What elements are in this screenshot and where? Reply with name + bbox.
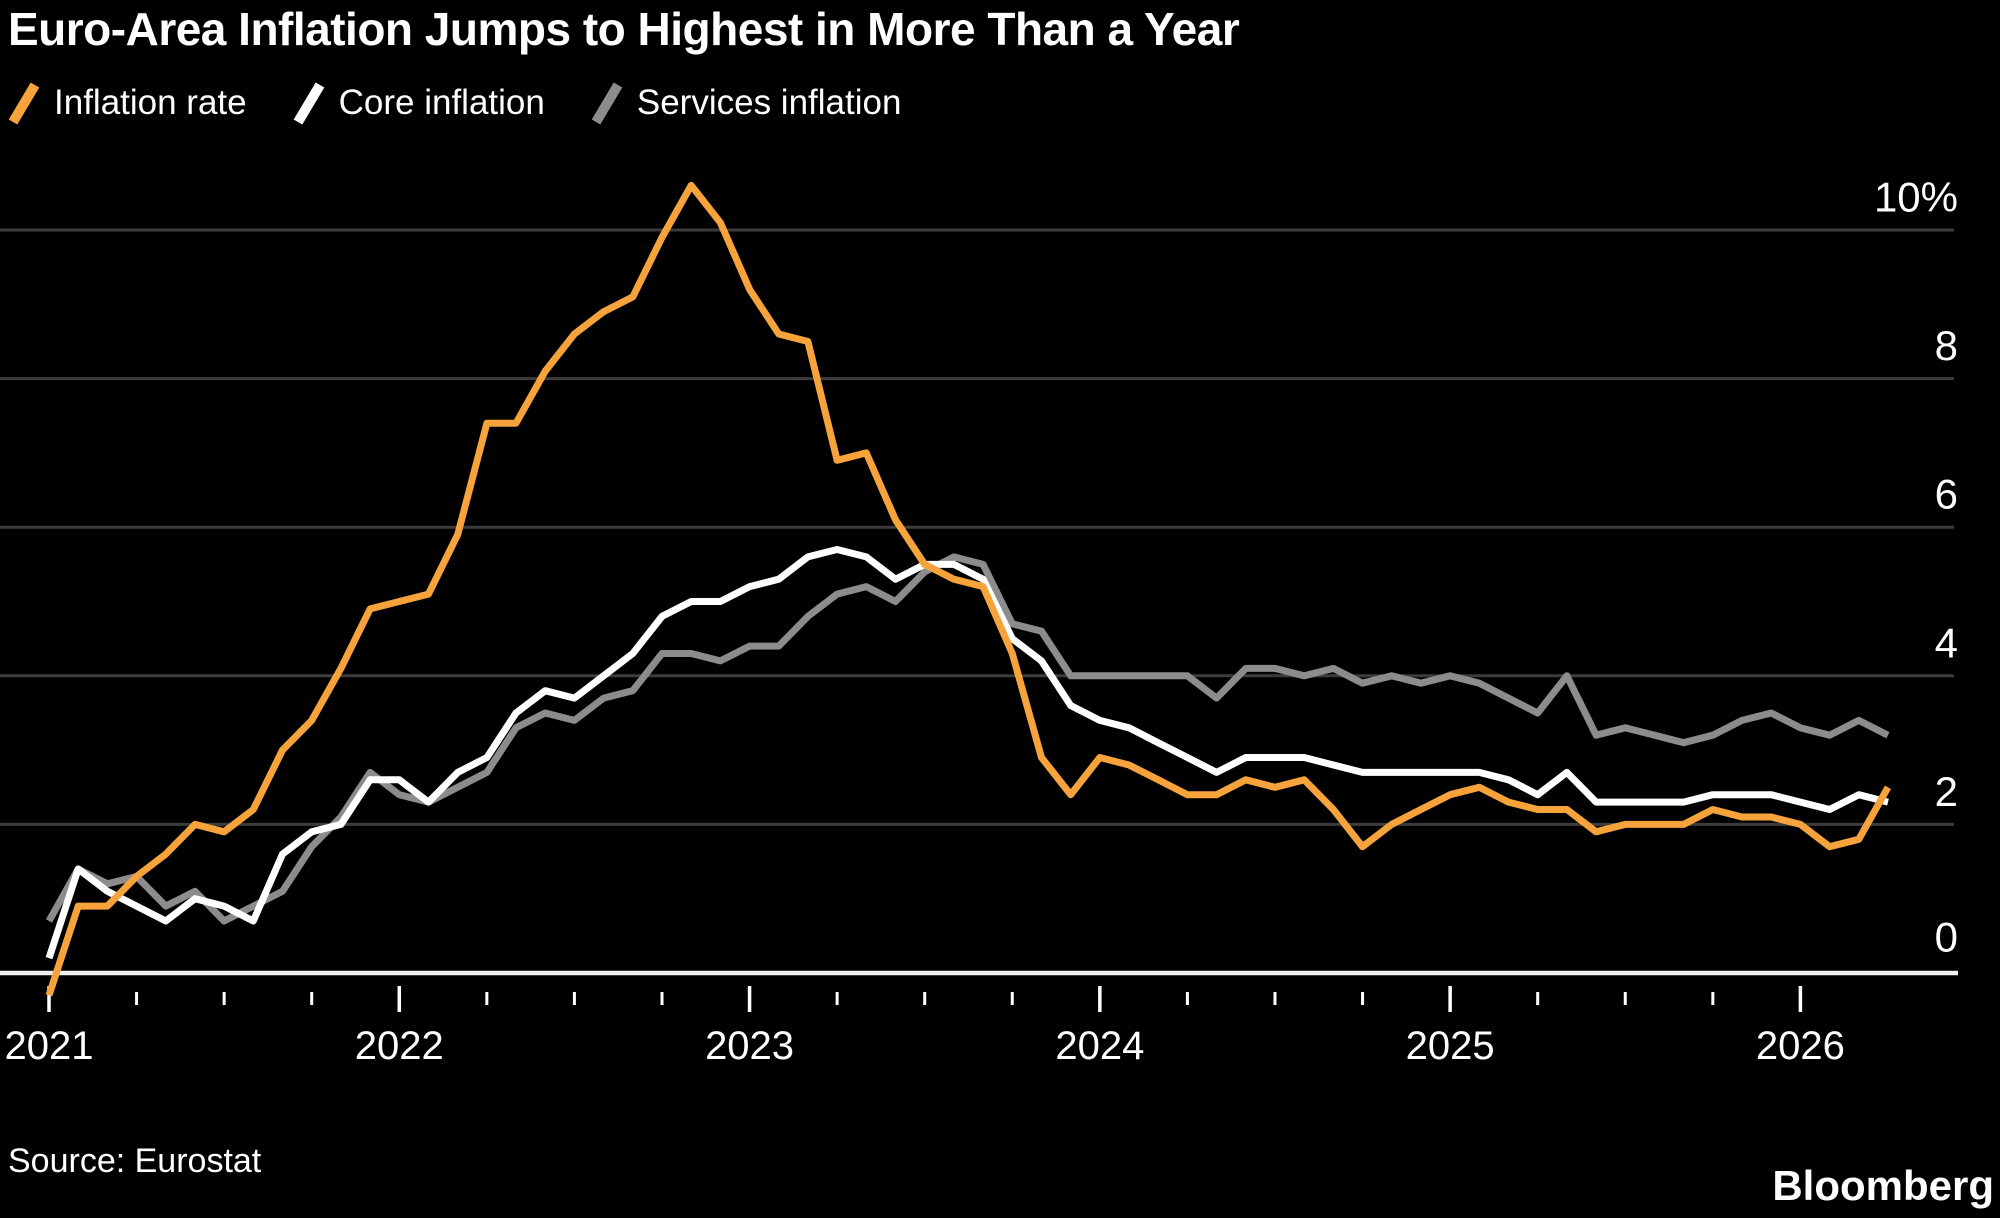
year-label-2021: 2021 xyxy=(5,1024,94,1068)
legend-item-services-inflation: Services inflation xyxy=(591,80,902,126)
y-axis-label-0: 0 xyxy=(1935,914,1958,961)
legend-label-core-inflation: Core inflation xyxy=(338,83,545,122)
y-axis-label-2: 2 xyxy=(1935,768,1958,815)
legend-label-inflation-rate: Inflation rate xyxy=(54,83,247,122)
year-label-2023: 2023 xyxy=(705,1024,794,1068)
year-label-2022: 2022 xyxy=(355,1024,444,1068)
y-axis-label-10: 10% xyxy=(1874,174,1958,221)
source-note: Source: Eurostat xyxy=(8,1142,262,1180)
core-inflation-slash-icon xyxy=(293,82,324,125)
services-inflation-slash-icon xyxy=(591,82,623,125)
y-axis-label-8: 8 xyxy=(1935,322,1958,369)
year-label-2026: 2026 xyxy=(1756,1024,1845,1068)
legend-item-inflation-rate: Inflation rate xyxy=(8,80,247,126)
inflation-rate-slash-icon xyxy=(8,82,40,125)
services-inflation-line xyxy=(45,553,1890,925)
core-inflation-line xyxy=(45,546,1889,960)
year-label-2024: 2024 xyxy=(1055,1024,1144,1068)
inflation-rate-line xyxy=(45,181,1892,997)
legend-label-services-inflation: Services inflation xyxy=(636,83,902,122)
y-axis-label-6: 6 xyxy=(1935,471,1958,518)
chart-title: Euro-Area Inflation Jumps to Highest in … xyxy=(8,3,1240,55)
legend: Inflation rate Core inflation Services i… xyxy=(8,80,901,126)
y-axis-label-4: 4 xyxy=(1935,619,1958,666)
bloomberg-logo: Bloomberg xyxy=(1772,1162,1994,1209)
legend-item-core-inflation: Core inflation xyxy=(293,80,545,126)
year-label-2025: 2025 xyxy=(1406,1024,1495,1068)
